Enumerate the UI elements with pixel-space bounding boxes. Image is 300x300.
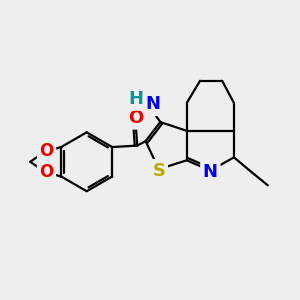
Text: O: O xyxy=(128,109,143,127)
Text: N: N xyxy=(203,163,218,181)
Text: N: N xyxy=(146,95,160,113)
Text: O: O xyxy=(39,142,54,160)
Text: O: O xyxy=(39,163,54,181)
Text: H: H xyxy=(128,90,143,108)
Text: S: S xyxy=(152,162,165,180)
